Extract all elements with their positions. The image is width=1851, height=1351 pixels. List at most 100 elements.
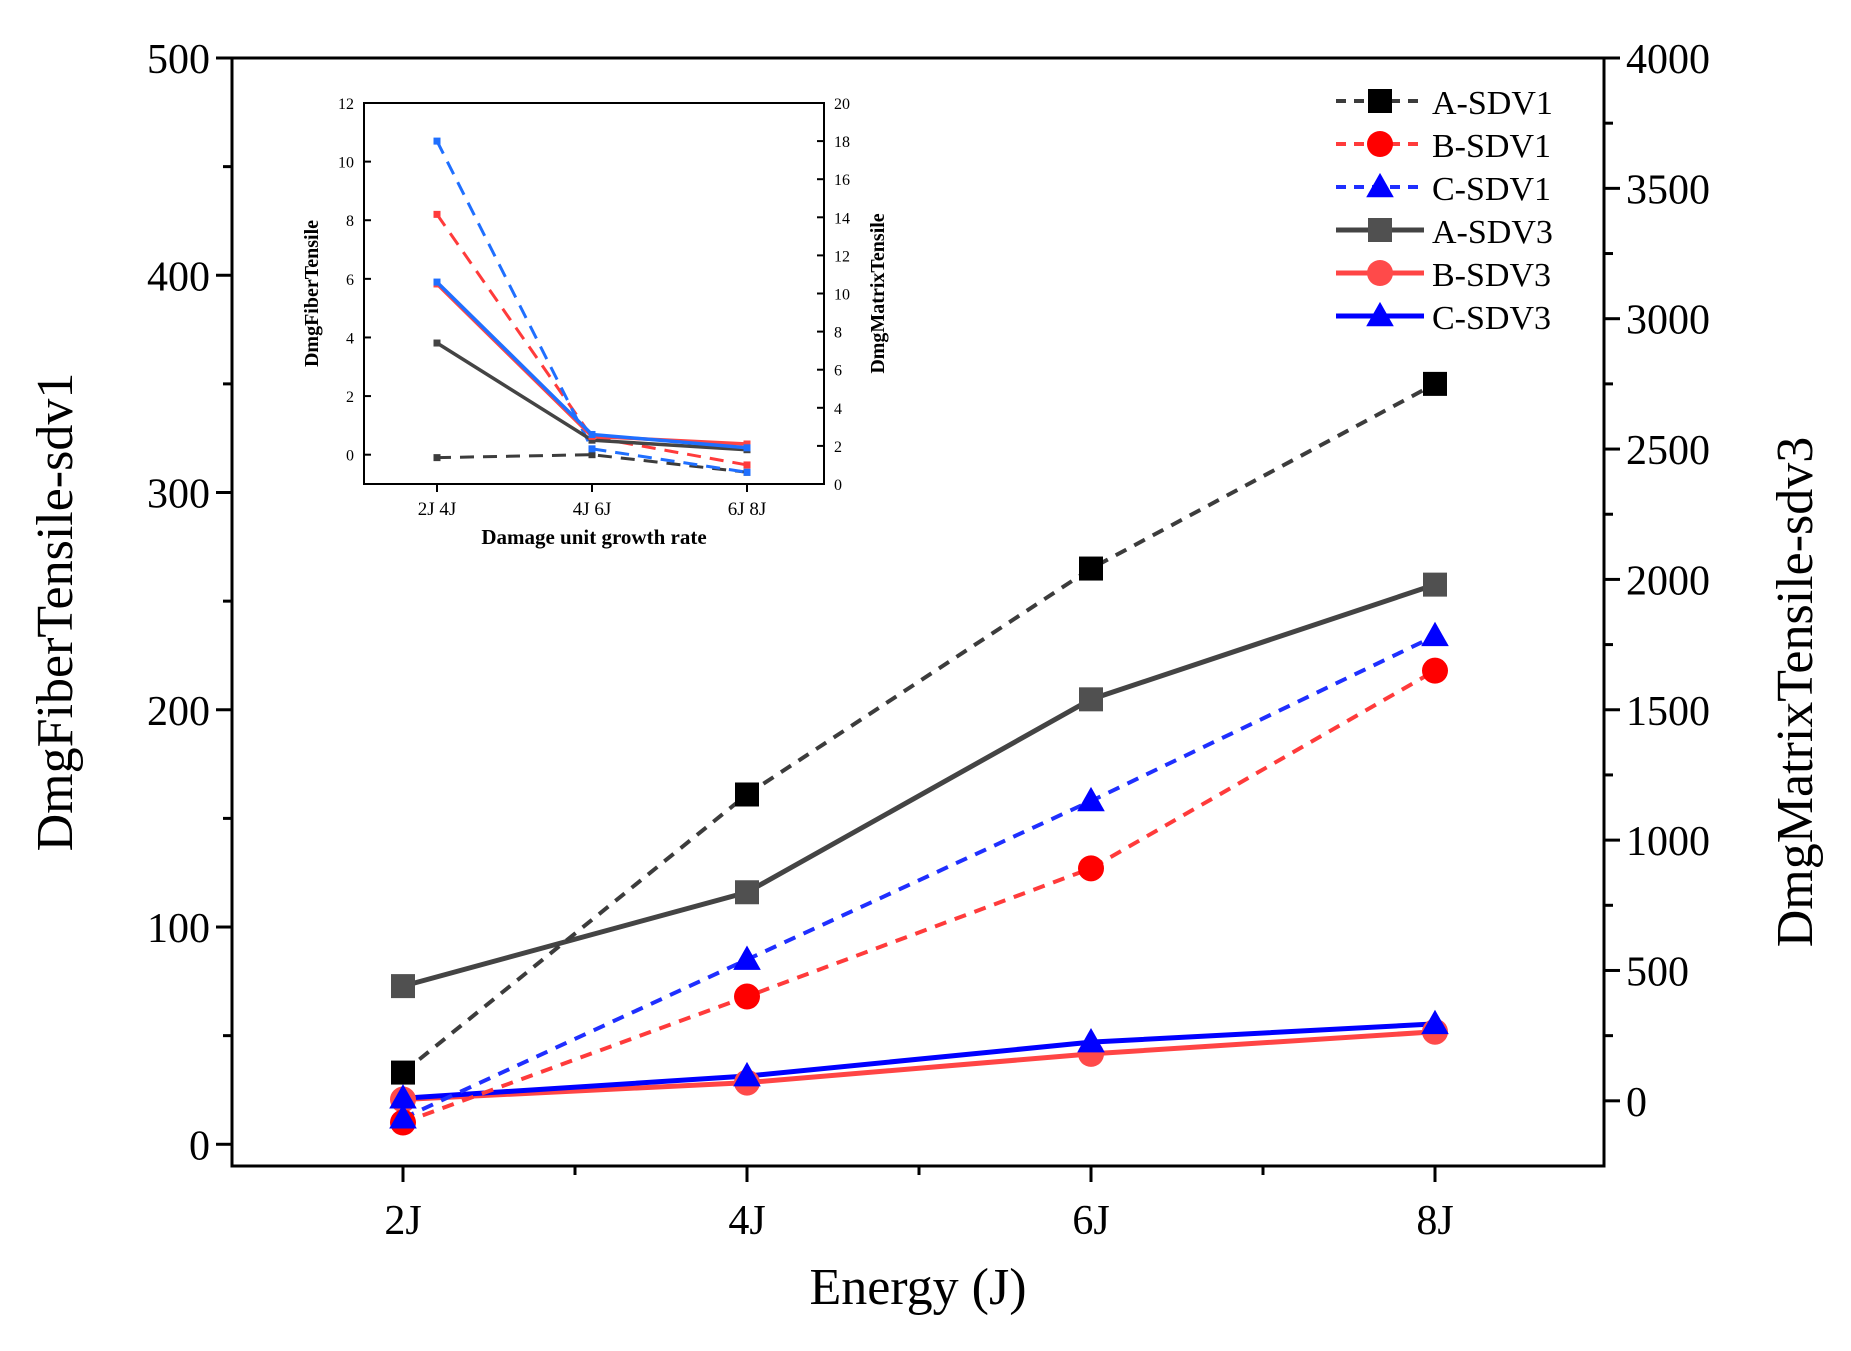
legend-label-a-sdv3: A-SDV3 — [1432, 214, 1553, 251]
inset-y-right-tick-label: 4 — [834, 401, 842, 418]
point-a-sdv1 — [391, 1060, 415, 1085]
y-right-axis-title: DmgMatrixTensile-sdv3 — [1767, 437, 1824, 948]
y-right-tick-label: 4000 — [1626, 37, 1710, 83]
inset-x-axis-title: Damage unit growth rate — [481, 525, 706, 549]
x-tick-label: 8J — [1416, 1198, 1453, 1244]
inset-series-line-b-sdv1 — [435, 213, 748, 467]
inset-y-left-tick-label: 8 — [346, 213, 354, 230]
inset-y-right-tick-label: 16 — [834, 172, 850, 189]
inset-y-right-tick-label: 2 — [834, 439, 842, 456]
legend-label-b-sdv1: B-SDV1 — [1432, 128, 1551, 165]
legend-marker-b-sdv3 — [1367, 260, 1393, 286]
series-line-c-sdv1 — [402, 634, 1436, 1121]
inset-point-a-sdv1 — [433, 454, 441, 462]
series-line-c-sdv3 — [402, 1021, 1436, 1101]
inset-y-left-tick-label: 6 — [346, 272, 354, 289]
inset-point-c-sdv1 — [588, 445, 596, 453]
inset-y-right-tick-label: 20 — [834, 96, 850, 113]
inset-point-c-sdv1 — [433, 137, 441, 145]
x-tick-label: 4J — [728, 1198, 765, 1244]
inset-y-left-tick-label: 12 — [338, 96, 354, 113]
inset-series-line-a-sdv1 — [436, 453, 748, 474]
point-a-sdv3 — [735, 880, 759, 905]
point-c-sdv1 — [389, 1104, 417, 1129]
inset-series-line-c-sdv1 — [435, 140, 748, 474]
y-right-tick-label: 500 — [1626, 949, 1689, 995]
series-line-a-sdv1 — [401, 382, 1436, 1075]
point-c-sdv3 — [733, 1061, 761, 1087]
y-left-tick-label: 200 — [147, 689, 210, 735]
inset-y-right-tick-label: 0 — [834, 477, 842, 494]
x-axis-title: Energy (J) — [809, 1259, 1026, 1316]
point-c-sdv3 — [1077, 1028, 1105, 1053]
inset-y-right-tick-label: 6 — [834, 363, 842, 380]
inset-y-left-tick-label: 10 — [338, 155, 354, 172]
point-c-sdv1 — [733, 945, 761, 970]
series-line-a-sdv3 — [402, 582, 1436, 989]
inset-point-b-sdv3 — [743, 440, 751, 448]
point-c-sdv3 — [1421, 1009, 1449, 1035]
point-c-sdv1 — [1077, 786, 1105, 812]
point-a-sdv3 — [1079, 687, 1103, 712]
y-right-tick-label: 3500 — [1626, 167, 1710, 213]
series-line-b-sdv3 — [402, 1029, 1436, 1103]
inset-y-left-tick-label: 2 — [346, 389, 354, 406]
inset-y-left-tick-label: 0 — [346, 448, 354, 465]
y-left-tick-label: 100 — [147, 906, 210, 952]
inset-y-right-tick-label: 18 — [834, 134, 850, 151]
inset-y-left-axis-title: DmgFiberTensile — [301, 220, 323, 367]
point-c-sdv3 — [389, 1084, 417, 1109]
legend: A-SDV1 B-SDV1 C-SDV1 A-SDV3 B-SDV3 C-SDV3 — [1336, 85, 1553, 337]
legend-label-c-sdv3: C-SDV3 — [1432, 300, 1551, 337]
legend-label-b-sdv3: B-SDV3 — [1432, 257, 1551, 294]
legend-label-c-sdv1: C-SDV1 — [1432, 171, 1551, 208]
inset-point-c-sdv3 — [588, 430, 596, 438]
y-left-axis-title: DmgFiberTensile-sdv1 — [27, 373, 84, 852]
point-b-sdv1 — [734, 983, 760, 1010]
x-tick-label: 6J — [1072, 1198, 1109, 1244]
y-left-tick-label: 300 — [147, 472, 210, 518]
legend-marker-a-sdv1 — [1368, 89, 1392, 113]
point-b-sdv1 — [1422, 657, 1448, 684]
point-a-sdv3 — [391, 974, 415, 999]
point-a-sdv1 — [1079, 556, 1103, 581]
y-right-tick-label: 3000 — [1626, 298, 1710, 344]
inset-x-tick-label: 4J 6J — [573, 499, 612, 520]
inset-point-c-sdv3 — [743, 444, 751, 452]
inset-point-a-sdv1 — [588, 451, 596, 459]
inset-point-b-sdv1 — [743, 461, 751, 469]
y-right-tick-label: 0 — [1626, 1080, 1647, 1126]
x-tick-label: 2J — [384, 1198, 421, 1244]
inset-point-b-sdv1 — [433, 210, 441, 218]
y-left-tick-label: 400 — [147, 254, 210, 300]
y-right-tick-label: 2500 — [1626, 428, 1710, 474]
inset-y-right-tick-label: 10 — [834, 287, 850, 304]
inset-point-a-sdv3 — [433, 339, 441, 347]
inset-y-left-tick-label: 4 — [346, 330, 354, 347]
y-right-tick-label: 1000 — [1626, 819, 1710, 865]
y-right-tick-label: 2000 — [1626, 558, 1710, 604]
inset-plot: 2J 4J 4J 6J 6J 8J 0 2 4 6 8 10 12 0 2 4 6 8 10 12 14 16 18 2… — [301, 96, 889, 549]
legend-marker-b-sdv1 — [1367, 131, 1393, 157]
inset-frame — [363, 102, 825, 485]
y-right-tick-label: 1500 — [1626, 689, 1710, 735]
inset-y-right-axis-title: DmgMatrixTensile — [867, 213, 889, 373]
legend-marker-a-sdv3 — [1368, 218, 1392, 242]
point-a-sdv1 — [735, 782, 759, 807]
inset-y-right-tick-label: 14 — [834, 210, 850, 227]
inset-point-a-sdv3 — [588, 436, 596, 444]
main-plot: 2J 4J 6J 8J01002003004005000500100015002000… — [27, 37, 1824, 1316]
inset-point-c-sdv3 — [433, 278, 441, 286]
point-c-sdv1 — [1421, 621, 1449, 647]
inset-point-c-sdv1 — [743, 468, 751, 476]
inset-x-tick-label: 6J 8J — [728, 499, 767, 520]
inset-x-tick-label: 2J 4J — [418, 499, 457, 520]
point-a-sdv3 — [1423, 572, 1447, 597]
inset-y-right-tick-label: 12 — [834, 248, 850, 265]
point-b-sdv1 — [1078, 855, 1104, 882]
legend-marker-c-sdv3 — [1366, 301, 1394, 327]
legend-marker-c-sdv1 — [1366, 172, 1394, 198]
series-line-b-sdv1 — [402, 668, 1436, 1125]
